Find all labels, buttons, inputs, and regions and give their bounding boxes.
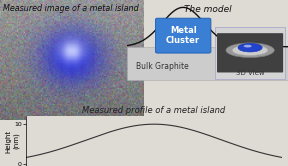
FancyBboxPatch shape — [156, 18, 211, 53]
Ellipse shape — [244, 45, 252, 47]
Text: Bulk Graphite: Bulk Graphite — [137, 62, 189, 71]
Ellipse shape — [238, 43, 262, 52]
Title: Measured profile of a metal island: Measured profile of a metal island — [82, 106, 226, 115]
Text: Metal
Cluster: Metal Cluster — [166, 26, 200, 45]
Bar — [127, 47, 288, 80]
Y-axis label: Height
(nm): Height (nm) — [6, 129, 19, 153]
FancyBboxPatch shape — [217, 33, 283, 73]
Ellipse shape — [232, 45, 268, 55]
Text: 3D View: 3D View — [236, 70, 264, 76]
Text: Measured image of a metal island: Measured image of a metal island — [3, 4, 139, 13]
Text: The model: The model — [183, 5, 231, 14]
FancyBboxPatch shape — [215, 27, 285, 79]
Ellipse shape — [226, 43, 274, 58]
